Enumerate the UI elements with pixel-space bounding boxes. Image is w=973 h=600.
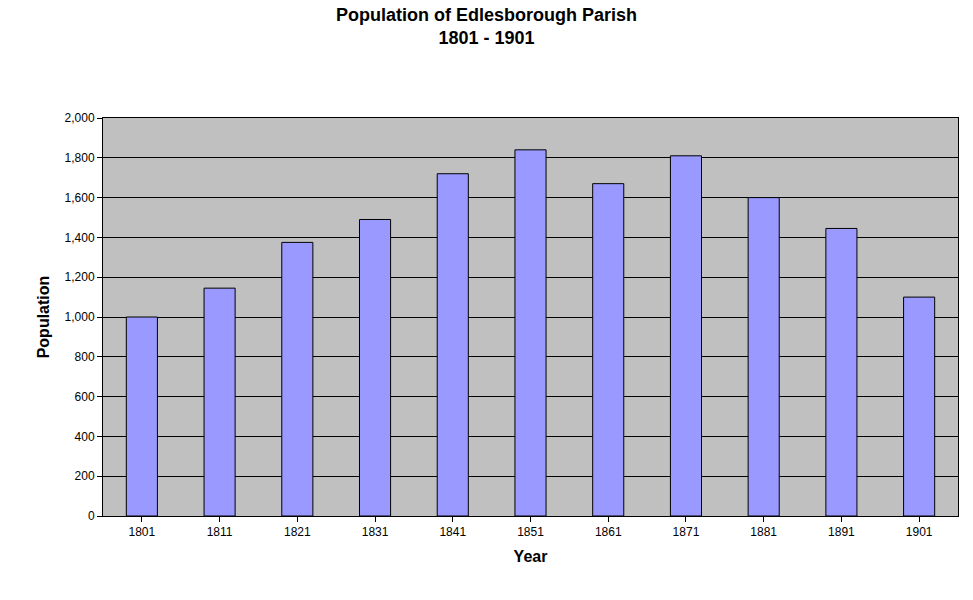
svg-text:1881: 1881 — [750, 525, 777, 539]
svg-text:2,000: 2,000 — [65, 111, 95, 125]
svg-text:1871: 1871 — [673, 525, 700, 539]
svg-text:1,800: 1,800 — [65, 151, 95, 165]
svg-text:1851: 1851 — [517, 525, 544, 539]
svg-text:1,600: 1,600 — [65, 191, 95, 205]
svg-text:1801: 1801 — [129, 525, 156, 539]
svg-text:1901: 1901 — [906, 525, 933, 539]
svg-text:1891: 1891 — [828, 525, 855, 539]
svg-text:1,400: 1,400 — [65, 231, 95, 245]
svg-text:200: 200 — [75, 469, 95, 483]
svg-text:1811: 1811 — [207, 525, 233, 539]
svg-text:600: 600 — [75, 390, 95, 404]
svg-text:Population of Edlesborough Par: Population of Edlesborough Parish1801 - … — [336, 5, 637, 48]
svg-text:1,000: 1,000 — [65, 310, 95, 324]
svg-text:400: 400 — [75, 430, 95, 444]
svg-text:0: 0 — [88, 509, 95, 523]
svg-text:1,200: 1,200 — [65, 270, 95, 284]
svg-text:Year: Year — [514, 548, 548, 565]
svg-text:1821: 1821 — [284, 525, 311, 539]
svg-text:1841: 1841 — [439, 525, 466, 539]
svg-text:1861: 1861 — [595, 525, 622, 539]
svg-text:Population: Population — [35, 276, 52, 359]
svg-text:1831: 1831 — [362, 525, 389, 539]
svg-text:800: 800 — [75, 350, 95, 364]
